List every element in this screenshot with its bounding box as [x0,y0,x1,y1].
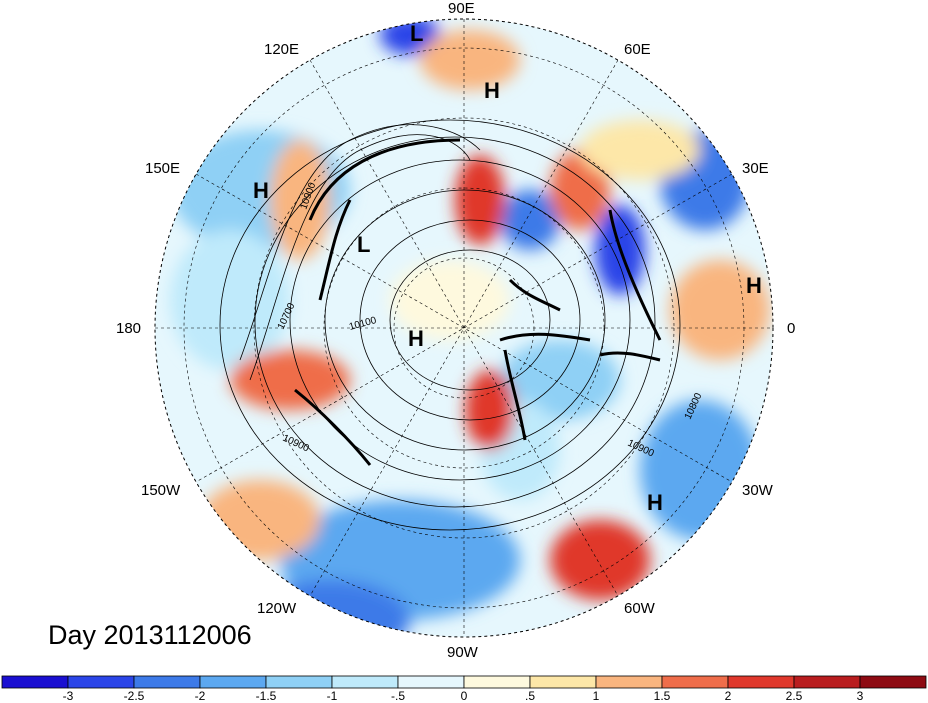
colorbar-swatch [595,675,663,689]
lon-label-60w: 60W [624,600,655,617]
colorbar-tick: 1.5 [653,689,671,703]
colorbar-tick: -1.5 [255,689,277,703]
low-pressure-marker: L [410,21,424,46]
lon-label-120e: 120E [264,41,300,58]
high-pressure-marker: H [484,78,500,103]
height-contours [219,119,681,531]
jet-stream [294,138,662,466]
colorbar-swatch [661,675,729,689]
colorbar-tick: 2.5 [785,689,803,703]
colorbar-tick: -2 [194,689,206,703]
colorbar-swatch [529,675,597,689]
polar-map: 10900 10700 10100 10900 10900 10800 [154,18,774,638]
anomaly-field [155,19,773,637]
colorbar-tick: 0 [460,689,468,703]
lon-label-90e: 90E [448,0,475,17]
colorbar-tick: 3 [856,689,864,703]
lon-label-180: 180 [116,320,142,337]
colorbar-swatch [265,675,333,689]
colorbar-swatch [133,675,201,689]
colorbar-swatch [727,675,795,689]
colorbar-tick: -.5 [390,689,406,703]
colorbar [1,675,927,689]
colorbar-tick: 2 [724,689,732,703]
colorbar-swatch [1,675,69,689]
colorbar-tick: -3 [62,689,74,703]
colorbar-tick: 1 [592,689,600,703]
lon-label-0: 0 [787,320,796,337]
high-pressure-marker: H [647,490,663,515]
lon-label-60e: 60E [624,41,651,58]
graticule [155,19,773,637]
lon-label-30e: 30E [742,160,769,177]
lon-label-150w: 150W [141,482,181,499]
lon-label-120w: 120W [257,600,297,617]
map-title: Day 2013112006 [48,620,252,650]
lon-label-150e: 150E [145,160,181,177]
colorbar-tick: -2.5 [123,689,145,703]
colorbar-swatch [793,675,861,689]
low-pressure-marker: L [357,232,371,257]
colorbar-swatch [859,675,927,689]
colorbar-swatch [67,675,135,689]
colorbar-tick: .5 [524,689,536,703]
colorbar-swatch [463,675,531,689]
high-pressure-marker: H [746,273,762,298]
lon-label-90w: 90W [447,644,478,661]
colorbar-swatch [199,675,267,689]
colorbar-swatch [331,675,399,689]
high-pressure-marker: H [408,326,424,351]
colorbar-tick: -1 [326,689,338,703]
lon-label-30w: 30W [742,482,773,499]
high-pressure-marker: H [253,178,269,203]
colorbar-swatch [397,675,465,689]
